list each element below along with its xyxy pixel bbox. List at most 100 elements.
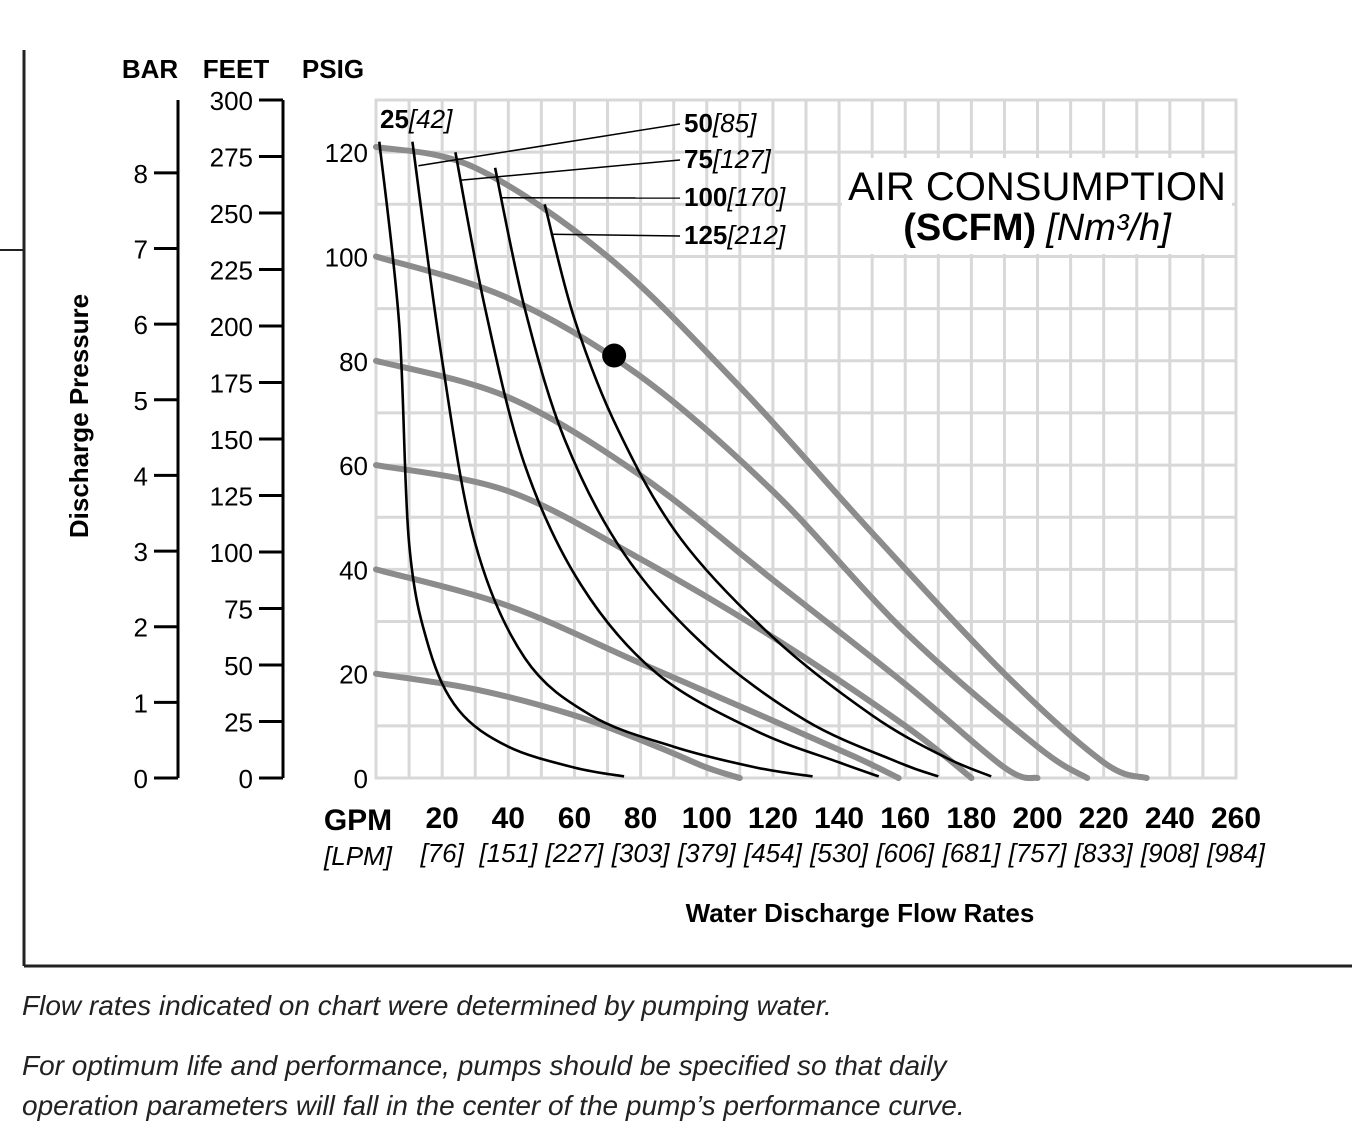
feet-tick-label: 225 — [210, 256, 253, 286]
lpm-tick-label: [454] — [743, 838, 803, 868]
gpm-tick-label: 20 — [425, 802, 458, 835]
feet-tick-label: 200 — [210, 312, 253, 342]
lpm-unit-label: [LPM] — [323, 841, 393, 871]
feet-tick-label: 275 — [210, 143, 253, 173]
lpm-tick-label: [227] — [545, 838, 605, 868]
air-curve-label-metric: [42] — [408, 104, 453, 134]
feet-tick-label: 125 — [210, 482, 253, 512]
psig-tick-label: 100 — [325, 242, 368, 272]
bar-tick-label: 5 — [134, 386, 148, 416]
pressure-curve — [373, 462, 975, 781]
air-consumption-curve — [543, 203, 992, 778]
air-curve-label-scfm: 75 — [684, 144, 713, 174]
psig-tick-label: 20 — [339, 660, 368, 690]
pressure-curve — [373, 253, 1091, 781]
feet-tick-label: 25 — [224, 708, 253, 738]
lpm-tick-label: [757] — [1008, 838, 1068, 868]
lpm-tick-label: [908] — [1140, 838, 1200, 868]
air-curve-label: 75[127] — [684, 144, 772, 174]
pressure-curve — [373, 143, 1150, 781]
legend-leader-line — [418, 123, 681, 167]
feet-unit-label: FEET — [203, 54, 270, 84]
lpm-tick-label: [151] — [478, 838, 538, 868]
bar-tick-label: 0 — [134, 764, 148, 794]
air-curve-label: 125[212] — [684, 220, 786, 250]
air-consumption-curve — [411, 141, 813, 778]
gpm-tick-label: 180 — [946, 802, 996, 835]
lpm-tick-label: [833] — [1074, 838, 1134, 868]
air-curve-label-scfm: 100 — [684, 182, 727, 212]
pressure-curve — [373, 566, 902, 781]
air-curve-label-scfm: 50 — [684, 108, 713, 138]
air-curve-label-scfm: 25 — [380, 104, 409, 134]
air-curve-label-metric: [127] — [712, 144, 772, 174]
psig-tick-label: 40 — [339, 555, 368, 585]
title-unit-scfm: (SCFM) — [903, 207, 1036, 249]
psig-tick-label: 60 — [339, 451, 368, 481]
gpm-tick-label: 80 — [624, 802, 657, 835]
bar-unit-label: BAR — [122, 54, 179, 84]
bar-tick-label: 1 — [134, 688, 148, 718]
gpm-tick-label: 100 — [682, 802, 732, 835]
psig-tick-label: 120 — [325, 138, 368, 168]
pressure-curve — [373, 357, 1041, 782]
air-curve-label-metric: [212] — [726, 220, 786, 250]
y-axis-title: Discharge Pressure — [64, 294, 94, 538]
gpm-tick-label: 200 — [1013, 802, 1063, 835]
title-background — [842, 158, 1232, 254]
axes: 0204060801001200255075100125150175200225… — [134, 86, 1266, 868]
bar-tick-label: 3 — [134, 537, 148, 567]
feet-tick-label: 50 — [224, 651, 253, 681]
gpm-tick-label: 220 — [1079, 802, 1129, 835]
air-curve-label: 50[85] — [684, 108, 757, 138]
footnote-flow-rates: Flow rates indicated on chart were deter… — [22, 990, 832, 1021]
lpm-tick-label: [379] — [677, 838, 737, 868]
gpm-tick-label: 40 — [492, 802, 525, 835]
bar-tick-label: 6 — [134, 310, 148, 340]
gpm-tick-label: 140 — [814, 802, 864, 835]
feet-tick-label: 175 — [210, 369, 253, 399]
footnote-optimum-2: operation parameters will fall in the ce… — [22, 1090, 965, 1121]
gpm-tick-label: 120 — [748, 802, 798, 835]
air-curve-label-metric: [85] — [712, 108, 757, 138]
lpm-tick-label: [303] — [611, 838, 671, 868]
operating-point-marker — [602, 343, 627, 368]
feet-tick-label: 150 — [210, 425, 253, 455]
air-consumption-curve — [378, 141, 625, 778]
bar-tick-label: 8 — [134, 159, 148, 189]
lpm-tick-label: [606] — [875, 838, 935, 868]
lpm-tick-label: [76] — [419, 838, 464, 868]
legend-leader-line — [461, 159, 681, 181]
air-consumption-curve — [493, 167, 939, 778]
feet-tick-label: 250 — [210, 199, 253, 229]
bar-tick-label: 2 — [134, 613, 148, 643]
gpm-tick-label: 260 — [1211, 802, 1261, 835]
gpm-tick-label: 240 — [1145, 802, 1195, 835]
feet-tick-label: 300 — [210, 86, 253, 116]
air-consumption-curves: 25[42] 50[85] 75[127] 100[170] 125[212] — [378, 104, 992, 778]
lpm-tick-label: [984] — [1206, 838, 1266, 868]
pressure-curves — [373, 143, 1150, 782]
lpm-tick-label: [681] — [941, 838, 1001, 868]
air-consumption-curve — [454, 151, 880, 778]
bar-tick-label: 7 — [134, 234, 148, 264]
psig-tick-label: 80 — [339, 347, 368, 377]
pressure-curve — [373, 670, 743, 781]
x-axis-title: Water Discharge Flow Rates — [686, 898, 1035, 928]
title-unit-metric: [Nm³/h] — [1045, 207, 1172, 249]
air-curve-label: 100[170] — [684, 182, 786, 212]
air-curve-label: 25[42] — [380, 104, 453, 134]
air-curve-label-scfm: 125 — [684, 220, 727, 250]
performance-chart: 25[42] 50[85]75[127]100[170]125[212] 0204… — [0, 50, 1352, 968]
gpm-tick-label: 160 — [880, 802, 930, 835]
gpm-unit-label: GPM — [324, 804, 392, 837]
legend-leader-line — [550, 233, 681, 237]
feet-tick-label: 75 — [224, 595, 253, 625]
footnote-optimum-1: For optimum life and performance, pumps … — [22, 1050, 947, 1081]
chart-title-units: (SCFM) [Nm³/h] — [903, 207, 1172, 249]
air-curve-label-metric: [170] — [726, 182, 786, 212]
psig-unit-label: PSIG — [302, 54, 364, 84]
bar-tick-label: 4 — [134, 461, 148, 491]
feet-tick-label: 100 — [210, 538, 253, 568]
psig-tick-label: 0 — [354, 764, 368, 794]
